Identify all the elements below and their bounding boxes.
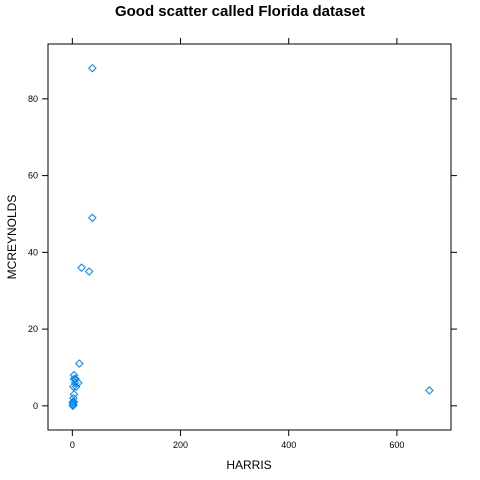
x-tick-label: 200 bbox=[173, 440, 188, 450]
data-point bbox=[77, 263, 86, 273]
data-point bbox=[84, 267, 94, 276]
data-point bbox=[425, 386, 434, 395]
y-tick-label: 0 bbox=[33, 401, 38, 411]
y-tick-label: 20 bbox=[28, 324, 38, 334]
y-axis-ticks: 0 20 40 60 80 bbox=[28, 94, 457, 411]
data-point bbox=[73, 378, 83, 388]
data-point bbox=[69, 397, 79, 407]
x-axis-ticks: 0 200 400 600 bbox=[70, 38, 404, 450]
x-axis-label: HARRIS bbox=[226, 458, 271, 472]
y-axis-label: MCREYNOLDS bbox=[5, 195, 19, 280]
y-tick-label: 60 bbox=[28, 171, 38, 181]
x-tick-label: 400 bbox=[281, 440, 296, 450]
data-point bbox=[68, 397, 78, 407]
y-tick-label: 40 bbox=[28, 247, 38, 257]
x-tick-label: 0 bbox=[70, 440, 75, 450]
data-point bbox=[69, 370, 79, 380]
data-point bbox=[70, 378, 80, 388]
plot-frame bbox=[47, 43, 452, 431]
data-point bbox=[69, 374, 79, 384]
data-point bbox=[88, 213, 97, 223]
data-point bbox=[71, 382, 81, 391]
x-tick-label: 600 bbox=[389, 440, 404, 450]
data-points bbox=[68, 63, 434, 411]
y-tick-label: 80 bbox=[28, 94, 38, 104]
data-point bbox=[68, 401, 78, 411]
data-point bbox=[75, 359, 84, 368]
data-point bbox=[69, 382, 78, 391]
chart-title: Good scatter called Florida dataset bbox=[115, 3, 365, 20]
data-point bbox=[88, 63, 97, 73]
